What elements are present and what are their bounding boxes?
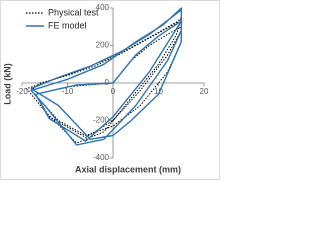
- chart-frame: [0, 0, 220, 180]
- chart: Axial displacement (mm) Load (kN) -20 -10…: [0, 0, 220, 180]
- x-tick-label: -10: [62, 87, 74, 96]
- y-tick-label: -400: [93, 153, 110, 162]
- y-tick-label: 400: [96, 3, 110, 12]
- y-axis-title: Load (kN): [2, 63, 12, 105]
- x-tick-label: 10: [154, 87, 163, 96]
- x-tick-label: 0: [111, 87, 116, 96]
- legend-label: Physical test: [48, 7, 99, 17]
- legend-label: FE model: [48, 20, 87, 30]
- y-tick-label: 0: [105, 78, 110, 87]
- x-tick-label: -20: [16, 87, 28, 96]
- x-tick-label: 20: [200, 87, 209, 96]
- series-line: [30, 7, 182, 146]
- series-line: [26, 16, 182, 144]
- y-tick-label: 200: [96, 41, 110, 50]
- x-axis-title: Axial displacement (mm): [75, 164, 181, 174]
- y-tick-label: -200: [93, 116, 110, 125]
